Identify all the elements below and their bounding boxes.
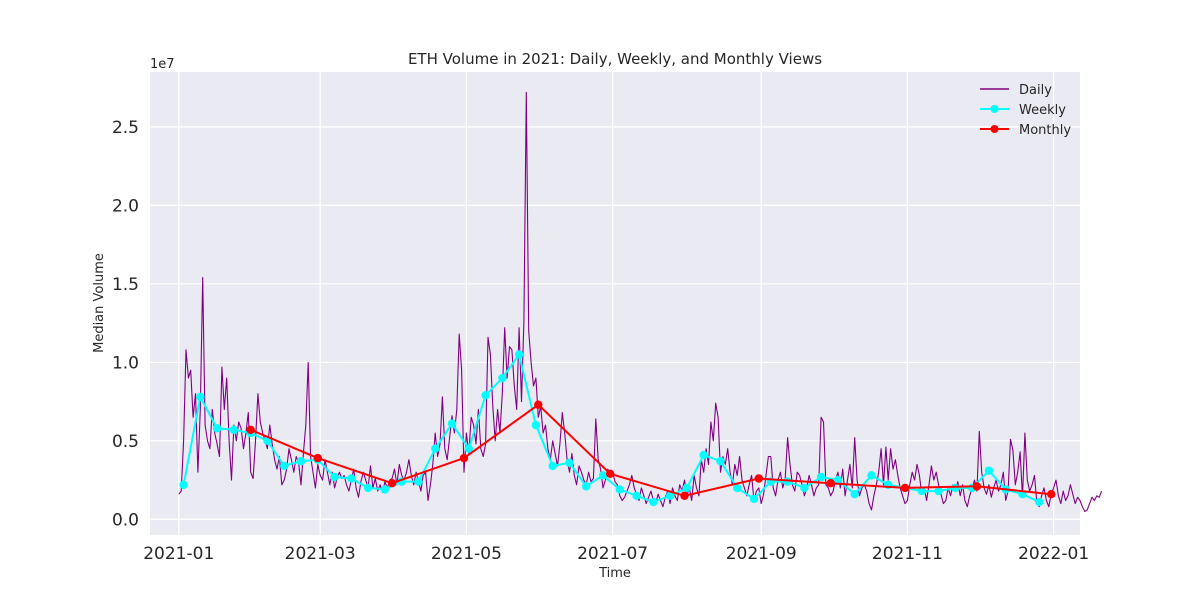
weekly-point — [212, 424, 222, 433]
x-tick-label: 2021-11 — [872, 544, 943, 564]
weekly-point — [649, 497, 658, 507]
weekly-point — [363, 483, 373, 493]
legend-monthly-label: Monthly — [1019, 123, 1071, 138]
monthly-point — [972, 482, 982, 491]
y-gridlines — [150, 126, 1080, 520]
x-tick-label: 2021-01 — [143, 544, 214, 564]
weekly-point — [800, 483, 809, 493]
legend-weekly-label: Weekly — [1019, 103, 1066, 118]
legend-weekly-marker — [990, 105, 999, 113]
weekly-point — [749, 494, 759, 504]
weekly-point — [934, 486, 943, 496]
weekly-point — [850, 489, 859, 499]
weekly-point — [816, 472, 826, 482]
weekly-point — [179, 480, 188, 489]
monthly-point — [459, 453, 469, 463]
series-layer — [178, 91, 1103, 513]
weekly-series-line — [182, 353, 1040, 503]
x-tick-labels: 2021-01 2021-03 2021-05 2021-07 2021-09 2021-… — [143, 544, 1089, 564]
monthly-point — [1047, 489, 1056, 499]
weekly-point — [598, 471, 608, 480]
monthly-point — [313, 453, 322, 463]
y-tick-labels: 0.0 0.5 1.0 1.5 2.0 2.5 — [112, 118, 139, 530]
weekly-point — [431, 444, 440, 453]
x-tick-label: 2021-07 — [577, 544, 648, 564]
weekly-point — [380, 485, 390, 494]
y-scale-offset-label: 1e7 — [150, 57, 175, 72]
weekly-point — [917, 486, 927, 496]
monthly-point — [826, 479, 835, 488]
monthly-series-line — [250, 403, 1052, 497]
legend: Daily Weekly Monthly — [980, 83, 1071, 138]
y-tick-label: 1.0 — [112, 353, 139, 373]
weekly-point — [716, 457, 725, 466]
y-axis-label: Median Volume — [92, 253, 107, 353]
plot-area-background — [150, 72, 1080, 535]
weekly-point — [548, 461, 557, 471]
y-tick-label: 1.5 — [112, 275, 139, 295]
weekly-point — [867, 471, 876, 480]
monthly-point — [754, 474, 764, 483]
weekly-point — [414, 477, 423, 486]
monthly-point — [387, 479, 397, 488]
weekly-point — [347, 474, 356, 483]
legend-monthly-marker — [990, 125, 999, 133]
weekly-point — [733, 483, 742, 493]
weekly-point — [196, 392, 205, 402]
x-gridlines — [178, 72, 1055, 535]
weekly-point — [699, 450, 708, 460]
weekly-point — [951, 483, 960, 493]
weekly-point — [498, 373, 507, 383]
chart-title: ETH Volume in 2021: Daily, Weekly, and M… — [408, 50, 822, 68]
weekly-point — [665, 491, 675, 500]
weekly-point — [833, 475, 843, 485]
weekly-point — [514, 350, 524, 359]
weekly-point — [783, 477, 792, 486]
y-tick-label: 2.0 — [112, 196, 139, 216]
weekly-point — [531, 420, 541, 430]
x-axis-label: Time — [598, 566, 631, 581]
weekly-point — [682, 483, 692, 493]
weekly-point — [447, 419, 457, 428]
monthly-point — [606, 469, 615, 478]
monthly-point — [246, 425, 255, 435]
weekly-point — [615, 485, 624, 494]
x-tick-label: 2021-03 — [285, 544, 356, 564]
x-tick-label: 2021-05 — [431, 544, 502, 564]
y-tick-label: 2.5 — [112, 118, 139, 138]
y-tick-label: 0.5 — [112, 432, 139, 452]
legend-daily-label: Daily — [1019, 83, 1052, 98]
x-tick-label: 2022-01 — [1018, 544, 1089, 564]
y-tick-label: 0.0 — [112, 510, 139, 530]
weekly-point — [1035, 497, 1044, 507]
weekly-point — [481, 391, 490, 400]
weekly-point — [280, 461, 289, 471]
monthly-point — [534, 400, 543, 409]
weekly-point — [229, 425, 239, 435]
monthly-point — [680, 491, 689, 500]
weekly-point — [565, 458, 574, 468]
weekly-point — [330, 472, 339, 482]
weekly-point — [984, 466, 994, 475]
weekly-point — [296, 457, 306, 466]
x-tick-label: 2021-09 — [726, 544, 797, 564]
weekly-point — [464, 444, 473, 453]
monthly-point — [900, 483, 910, 493]
weekly-point — [632, 491, 641, 500]
weekly-point — [582, 482, 591, 491]
